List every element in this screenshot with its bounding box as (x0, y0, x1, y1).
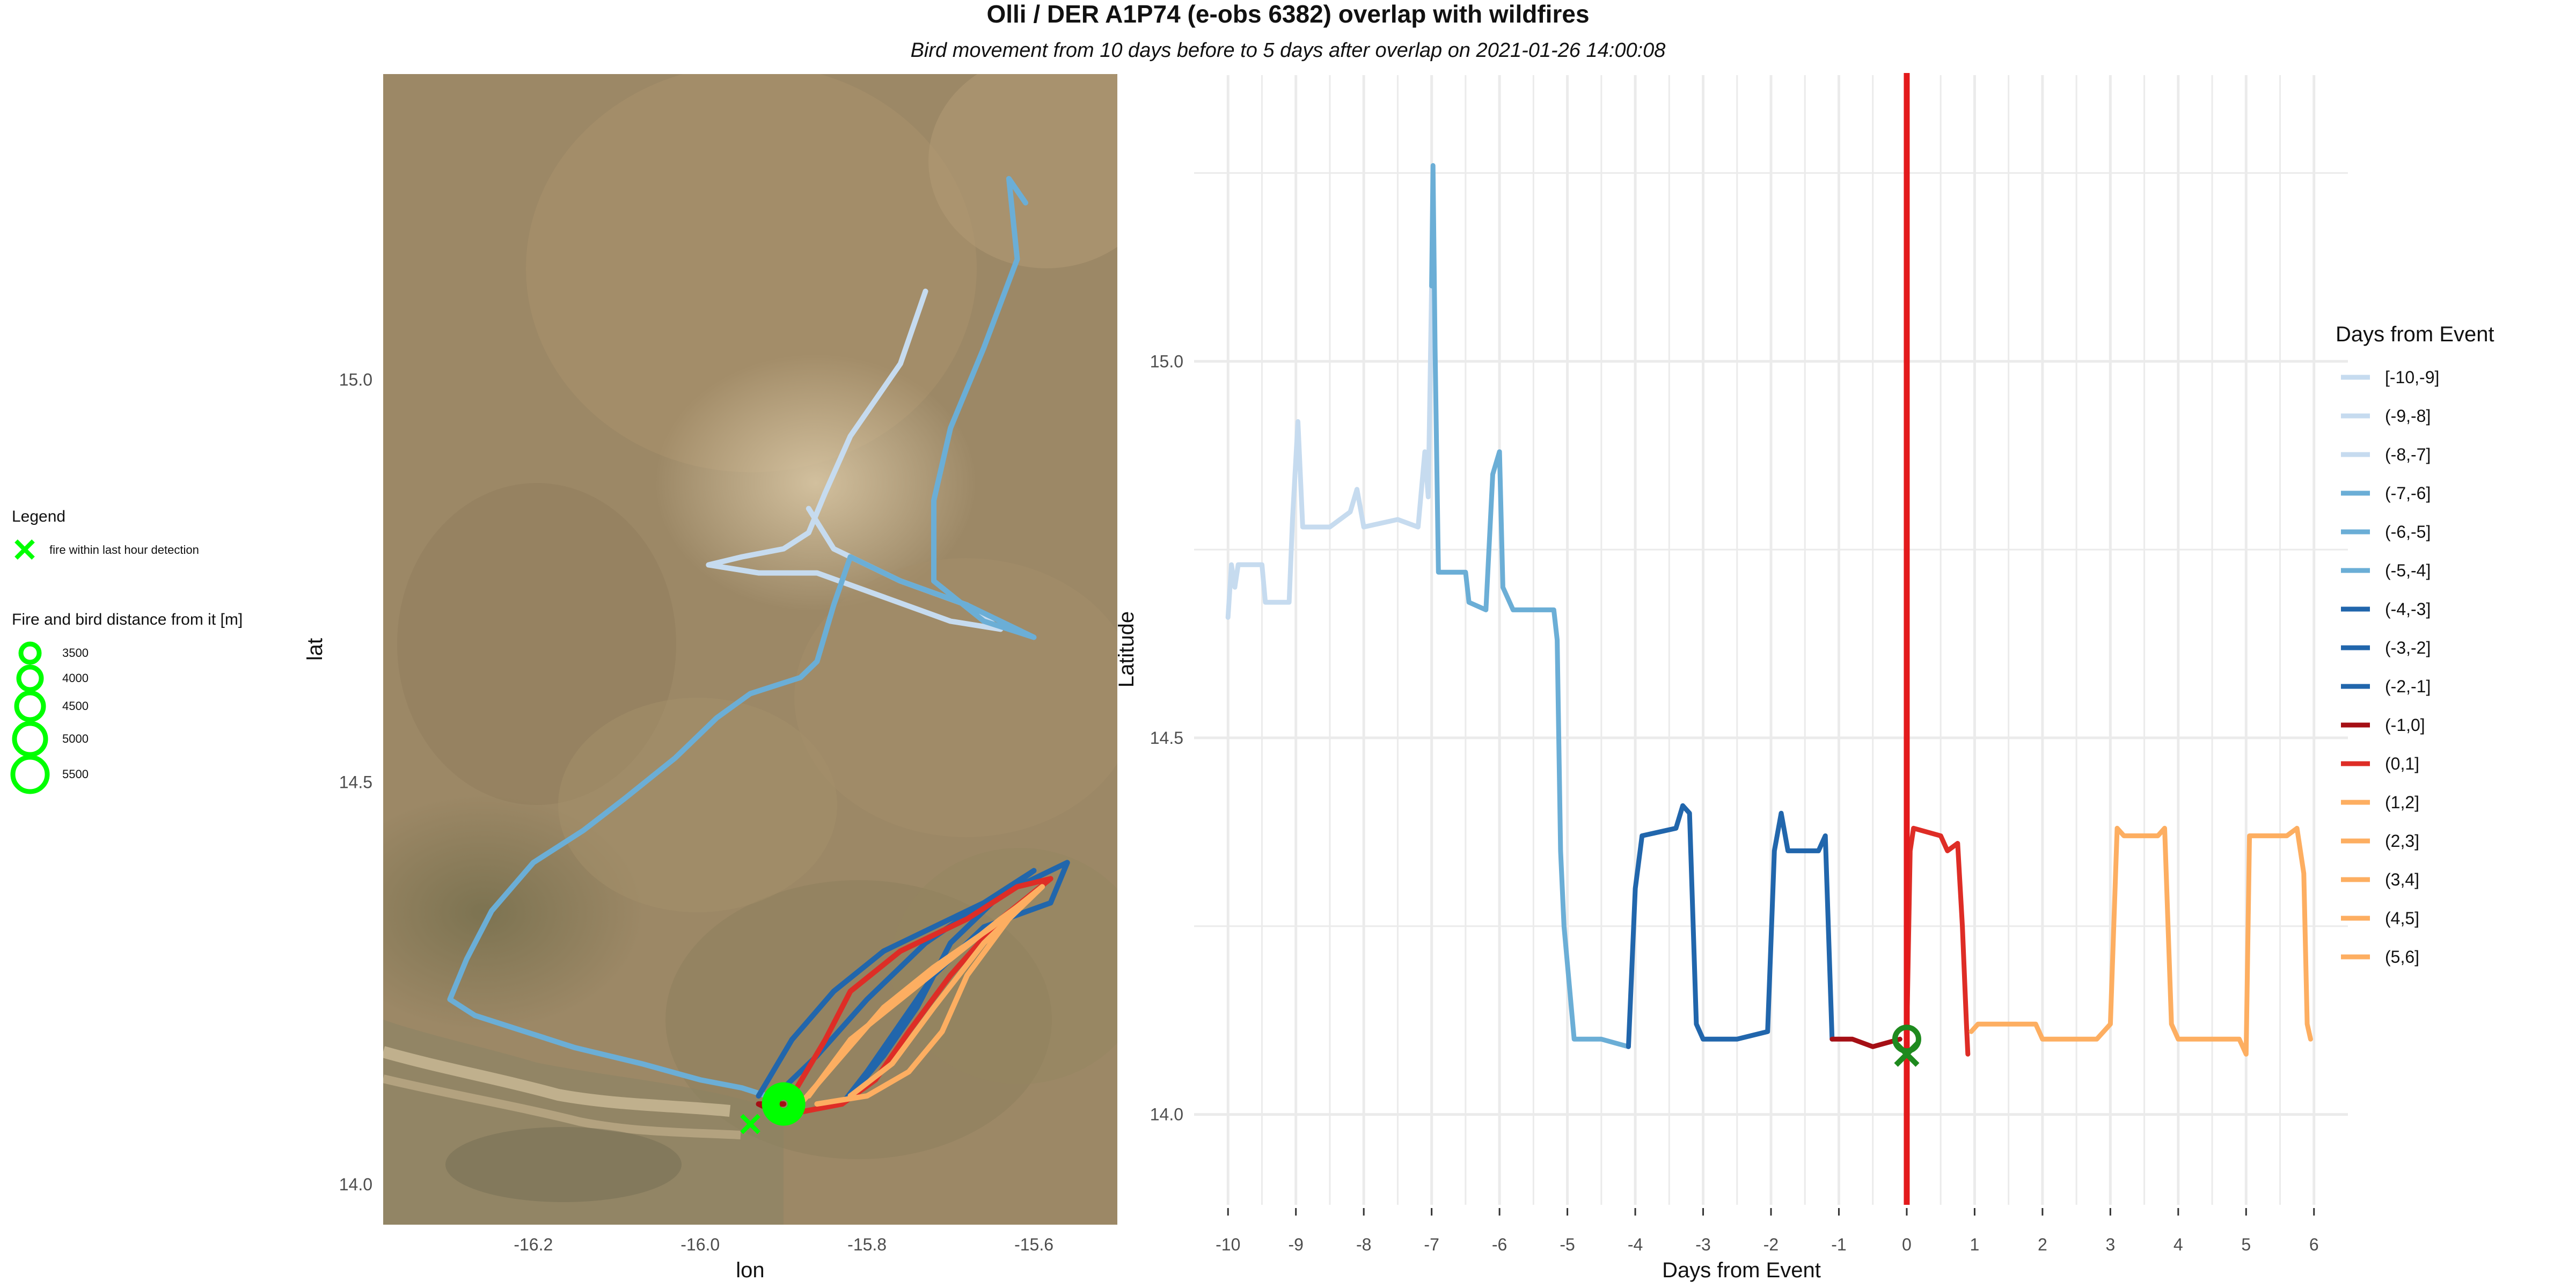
distance-ring-icon (12, 721, 48, 757)
plot-x-tick-label: -1 (1831, 1235, 1846, 1254)
map-axes: -16.2 -16.0 -15.8 -15.6 14.0 14.5 15.0 (339, 370, 1053, 1254)
map-ylabel: lat (303, 638, 327, 661)
legend-item-label: (1,2] (2385, 793, 2419, 812)
plot-x-tick-label: -9 (1288, 1235, 1303, 1254)
days-legend-items: [-10,-9] (-9,-8] (-8,-7] (-7,-6] (-6,-5] (-5,… (2341, 368, 2439, 967)
map-track (447, 175, 1037, 1099)
plot-x-tick-label: 6 (2309, 1235, 2319, 1254)
map-distance-ring (774, 1095, 793, 1113)
plot-xlabel: Days from Event (1662, 1258, 1821, 1282)
map-y-tick-label: 15.0 (339, 370, 372, 390)
plot-x-tick-label: 4 (2174, 1235, 2183, 1254)
legend-item-label: (3,4] (2385, 870, 2419, 889)
map-track (772, 868, 1037, 1099)
map-y-tick-label: 14.5 (339, 772, 372, 792)
map-tracks (447, 175, 1070, 1115)
plot-x-tick-label: -10 (1216, 1235, 1240, 1254)
distance-legend-items: 3500 4000 4500 5000 5500 (10, 641, 89, 794)
plot-event-markers (1892, 73, 1921, 1205)
plot-series (1225, 163, 2313, 1057)
plot-x-tick-label: -4 (1628, 1235, 1643, 1254)
distance-legend-value: 5500 (62, 767, 89, 781)
map-track (756, 860, 1070, 1107)
legend-item-label: (-2,-1] (2385, 677, 2431, 696)
map-track (806, 892, 1037, 1099)
plot-x-tick-label: -2 (1763, 1235, 1779, 1254)
legend-item-label: (-5,-4] (2385, 561, 2431, 580)
distance-ring-icon (18, 641, 42, 665)
legend-item-label: (-4,-3] (2385, 599, 2431, 619)
distance-legend-value: 5000 (62, 732, 89, 745)
plot-axes: -10 -9 -8 -7 -6 -5 -4 -3 -2 -1 0 1 2 3 4 5 614.014.515.0 (1150, 352, 2319, 1254)
legend-item-label: (-7,-6] (2385, 484, 2431, 503)
map-distance-ring (770, 1091, 797, 1117)
plot-y-tick-label: 15.0 (1150, 352, 1183, 371)
days-legend: Days from Event [-10,-9] (-9,-8] (-8,-7] (-… (2336, 323, 2494, 967)
plot-x-tick-label: 3 (2105, 1235, 2115, 1254)
legend-item-label: [-10,-9] (2385, 368, 2439, 387)
map-x-tick-label: -16.0 (680, 1235, 720, 1254)
plot-series-line (1904, 825, 1971, 1057)
plot-x-tick-label: 2 (2038, 1235, 2047, 1254)
distance-legend-title: Fire and bird distance from it [m] (12, 611, 243, 628)
map-fire-cross (740, 1114, 760, 1135)
map-distance-ring (762, 1082, 806, 1126)
distance-legend-value: 4000 (62, 671, 89, 685)
legend-item-label: (-6,-5] (2385, 522, 2431, 541)
distance-ring-icon (10, 755, 50, 794)
distance-ring-icon (14, 690, 46, 722)
map-x-tick-label: -15.6 (1014, 1235, 1053, 1254)
legend-item-label: (0,1] (2385, 754, 2419, 773)
fire-legend-label: fire within last hour detection (49, 543, 199, 557)
plot-x-tick-label: -3 (1695, 1235, 1710, 1254)
distance-ring-icon (16, 664, 44, 692)
left-legend: Legend fire within last hour detection F… (10, 508, 243, 794)
map-distance-ring (766, 1086, 801, 1122)
plot-x-tick-label: 5 (2241, 1235, 2251, 1254)
plot-y-tick-label: 14.5 (1150, 728, 1183, 748)
plot-y-tick-label: 14.0 (1150, 1105, 1183, 1124)
plot-grid (1194, 75, 2348, 1205)
plot-x-tick-label: -7 (1424, 1235, 1439, 1254)
distance-legend-value: 3500 (62, 646, 89, 660)
figure-subtitle: Bird movement from 10 days before to 5 d… (911, 39, 1666, 62)
latitude-chart: -10 -9 -8 -7 -6 -5 -4 -3 -2 -1 0 1 2 3 4 5 614.014.515.0… (1115, 73, 2348, 1282)
left-legend-title: Legend (12, 508, 65, 525)
map-x-tick-label: -15.8 (847, 1235, 887, 1254)
plot-x-tick-label: 1 (1970, 1235, 1980, 1254)
map-fire-markers (740, 1082, 806, 1135)
legend-item-label: (-1,0] (2385, 715, 2425, 735)
plot-series-line (1626, 803, 1835, 1049)
plot-x-tick-label: -8 (1356, 1235, 1371, 1254)
fire-cross-icon (14, 539, 35, 560)
plot-ylabel: Latitude (1115, 611, 1138, 687)
map-x-tick-label: -16.2 (514, 1235, 553, 1254)
plot-x-tick-label: -5 (1560, 1235, 1575, 1254)
map-xlabel: lon (736, 1258, 764, 1282)
satellite-basemap (383, 74, 1117, 1225)
legend-item-label: (-3,-2] (2385, 638, 2431, 657)
plot-series-line (1829, 1036, 1902, 1049)
plot-series-line (1429, 163, 1631, 1049)
plot-x-tick-label: 0 (1902, 1235, 1912, 1254)
plot-fire-cross (1894, 1041, 1920, 1067)
map-panel: -16.2 -16.0 -15.8 -15.6 14.0 14.5 15.0 lon lat (303, 74, 1117, 1282)
plot-x-tick-label: -6 (1492, 1235, 1507, 1254)
legend-item-label: (2,3] (2385, 831, 2419, 851)
legend-item-label: (-9,-8] (2385, 406, 2431, 426)
legend-item-label: (-8,-7] (2385, 445, 2431, 464)
days-legend-title: Days from Event (2336, 323, 2494, 346)
distance-legend-value: 4500 (62, 699, 89, 713)
legend-item-label: (5,6] (2385, 947, 2419, 967)
figure-title: Olli / DER A1P74 (e-obs 6382) overlap wi… (986, 0, 1589, 28)
plot-series-line (1968, 825, 2313, 1057)
legend-item-label: (4,5] (2385, 909, 2419, 928)
plot-series-line (1225, 283, 1435, 620)
map-y-tick-label: 14.0 (339, 1175, 372, 1194)
